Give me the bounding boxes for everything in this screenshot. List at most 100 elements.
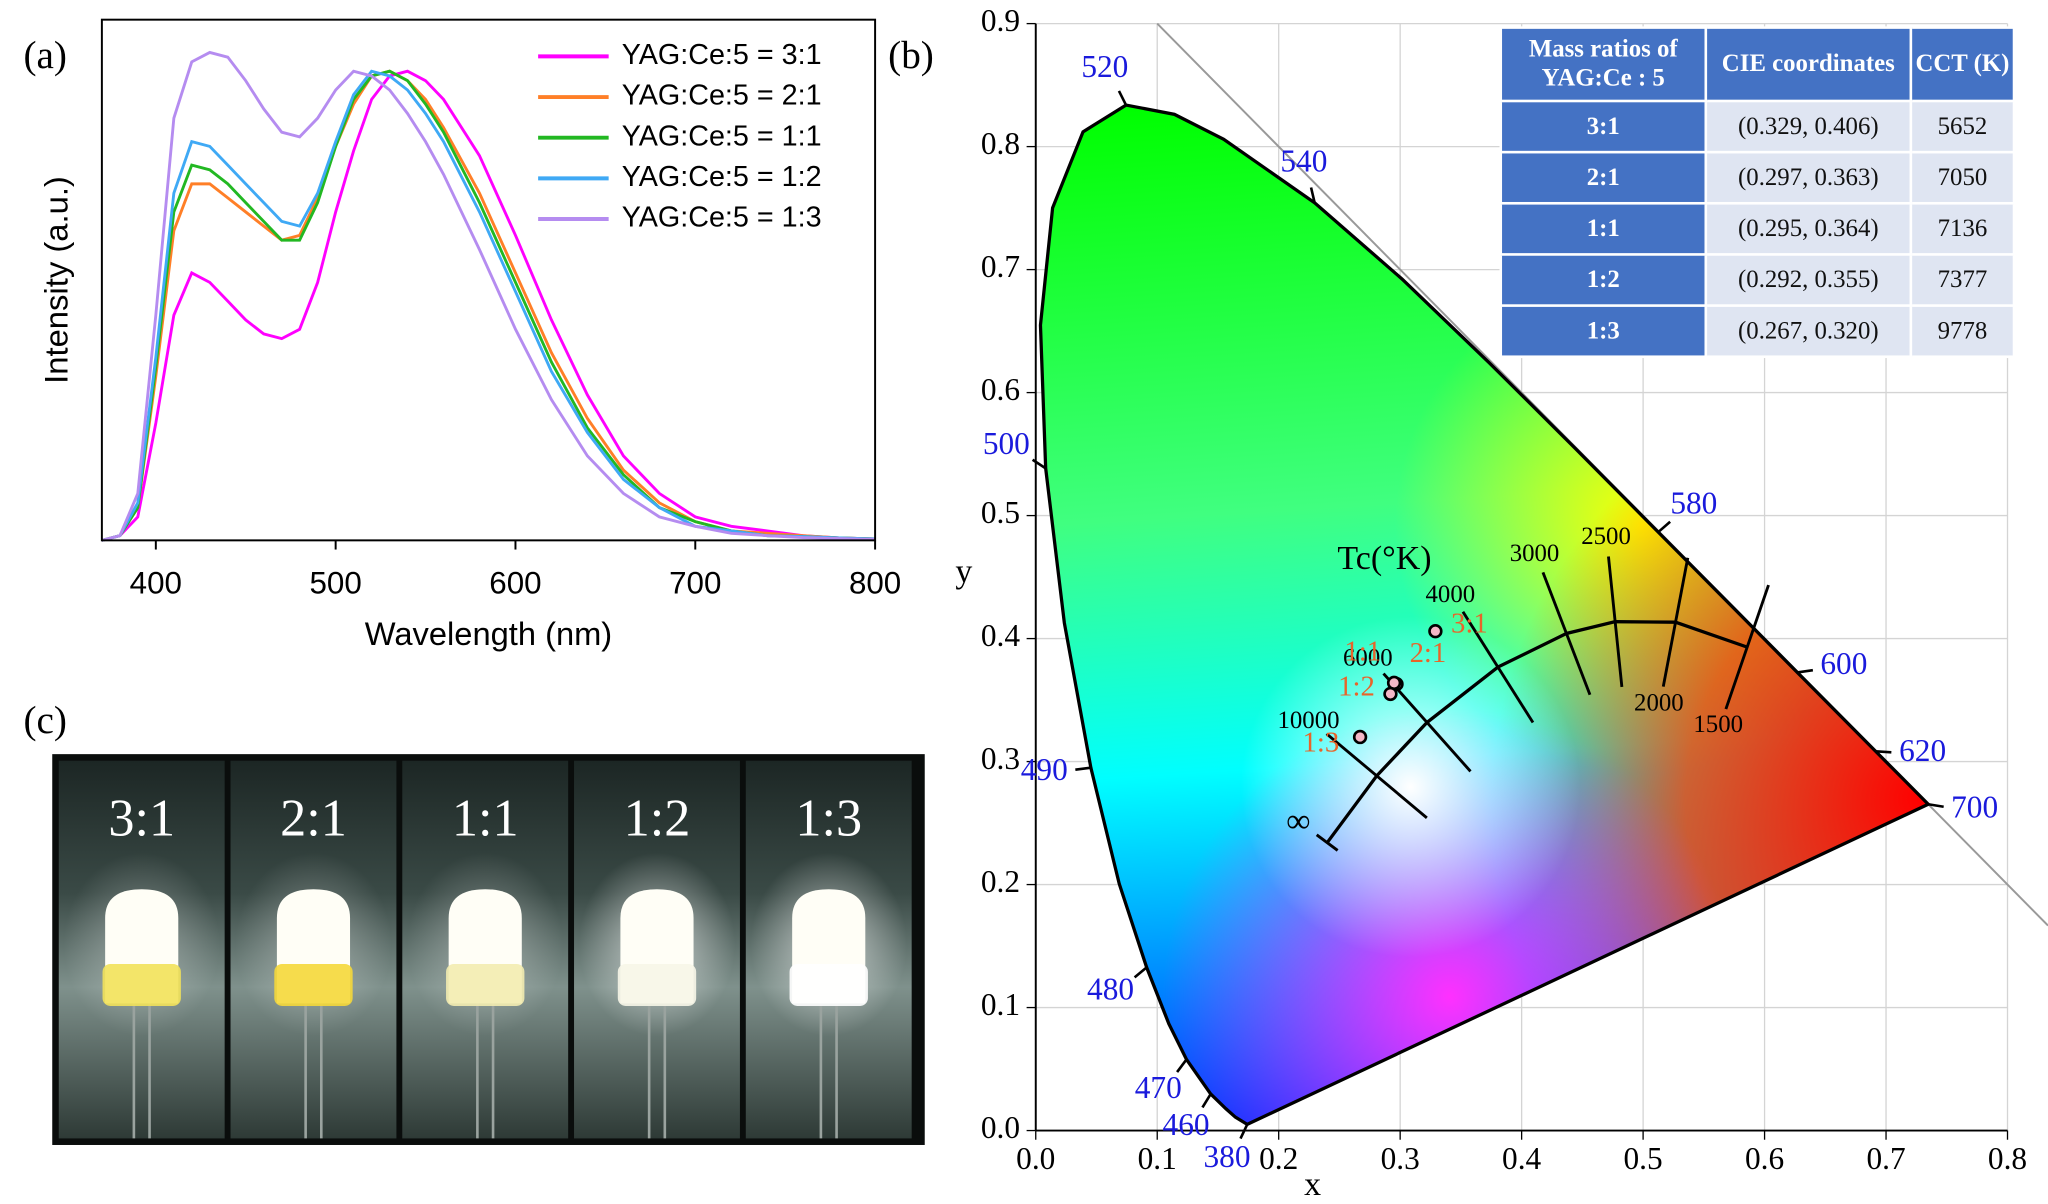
x-tick-label: 400 [130, 565, 182, 600]
led-base [446, 963, 525, 1006]
isotherm [1461, 610, 1535, 724]
y-tick-label: 0.2 [981, 864, 1020, 899]
wavelength-label: 580 [1670, 485, 1717, 520]
cie-table: Mass ratios of YAG:Ce : 5 CIE coordinate… [1499, 26, 2016, 359]
table-cell: (0.292, 0.355) [1704, 253, 1913, 307]
point-label: 1:3 [1303, 726, 1340, 758]
y-tick-label: 0.4 [981, 618, 1020, 653]
locus-tick [1201, 1093, 1212, 1109]
planckian-locus [1325, 620, 1748, 844]
x-tick-label: 500 [309, 565, 361, 600]
table-cell: (0.295, 0.364) [1704, 201, 1913, 256]
cct-label: 2500 [1581, 523, 1631, 550]
cct-label: 2000 [1634, 689, 1684, 716]
table-header: CCT (K) [1909, 26, 2016, 103]
cie-point [1352, 729, 1368, 745]
isotherm [1541, 571, 1592, 696]
x-tick-label: 0.4 [1502, 1141, 1541, 1176]
point-label: 1:2 [1338, 670, 1375, 702]
x-tick-label: 800 [849, 565, 901, 600]
led-base [102, 963, 181, 1006]
table-cell: 7050 [1909, 150, 2016, 205]
isotherm [1661, 557, 1690, 687]
photo-label: 1:3 [795, 790, 862, 848]
y-axis-label: y [955, 553, 972, 590]
locus-tick [1075, 766, 1092, 771]
wavelength-label: 470 [1135, 1070, 1182, 1105]
locus-tick [1133, 966, 1148, 979]
isotherm [1724, 584, 1770, 710]
wavelength-label: 540 [1280, 144, 1327, 179]
spectrum-line [101, 50, 876, 542]
locus-tick [1117, 90, 1128, 106]
cie-table-holder: Mass ratios of YAG:Ce : 5 CIE coordinate… [1499, 26, 2016, 359]
locus-tick [1309, 187, 1316, 204]
locus-tick [1875, 750, 1892, 754]
wavelength-label: 620 [1899, 733, 1946, 768]
wavelength-label: 520 [1081, 49, 1128, 84]
y-tick-label: 0.6 [981, 372, 1020, 407]
table-cell: 1:1 [1499, 201, 1708, 256]
panel-label: (b) [888, 34, 934, 77]
plot-frame [100, 18, 877, 542]
spectrum-line [101, 69, 876, 542]
photo-label: 3:1 [108, 790, 175, 848]
table-cell: 9778 [1909, 304, 2016, 359]
y-tick-label: 0.5 [981, 495, 1020, 530]
cie-point [1383, 686, 1398, 702]
table-cell: (0.329, 0.406) [1704, 99, 1913, 154]
wavelength-label: 380 [1204, 1139, 1251, 1174]
locus-tick [1176, 1058, 1188, 1073]
table-cell: 3:1 [1499, 99, 1708, 154]
table-cell: (0.267, 0.320) [1704, 304, 1913, 359]
y-tick-label: 0.3 [981, 741, 1020, 776]
cct-label: 4000 [1426, 581, 1476, 608]
photo-label: 2:1 [280, 790, 347, 848]
point-label: 1:1 [1344, 636, 1381, 668]
wavelength-label: 700 [1951, 790, 1998, 825]
table-cell: 5652 [1909, 99, 2016, 154]
locus-tick [1657, 520, 1671, 534]
x-tick-label: 0.1 [1138, 1141, 1177, 1176]
isotherm [1315, 833, 1339, 852]
x-tick-label: 0.5 [1624, 1141, 1663, 1176]
wavelength-label: 500 [983, 426, 1030, 461]
x-tick-label: 0.3 [1381, 1141, 1420, 1176]
x-tick-label: 0.7 [1866, 1141, 1905, 1176]
legend-label: YAG:Ce:5 = 1:2 [622, 161, 822, 193]
locus-tick [1927, 802, 1944, 809]
x-tick-label: 0.6 [1745, 1141, 1784, 1176]
table-header: Mass ratios of YAG:Ce : 5 [1499, 26, 1708, 103]
photo-label: 1:1 [452, 790, 519, 848]
spectrum-line [101, 69, 876, 542]
table-cell: 1:3 [1499, 304, 1708, 359]
table-cell: (0.297, 0.363) [1704, 150, 1913, 205]
cie-point [1428, 623, 1443, 639]
locus-tick [1031, 458, 1047, 470]
x-tick-label: 0.8 [1988, 1141, 2027, 1176]
y-tick-label: 0.8 [981, 126, 1020, 161]
cct-title: Tc(°K) [1337, 540, 1431, 577]
locus-tick [1239, 1123, 1249, 1140]
wavelength-label: 480 [1087, 972, 1134, 1007]
x-axis-label: x [1304, 1166, 1321, 1203]
x-tick-label: 700 [669, 565, 721, 600]
isotherm [1325, 732, 1428, 819]
legend-label: YAG:Ce:5 = 3:1 [622, 39, 822, 71]
y-tick-label: 0.1 [981, 987, 1020, 1022]
table-cell: 7136 [1909, 201, 2016, 256]
point-label: 3:1 [1451, 608, 1488, 640]
wavelength-label: 460 [1163, 1107, 1210, 1142]
wavelength-label: 490 [1021, 752, 1068, 787]
x-tick-label: 600 [489, 565, 541, 600]
cct-label: 3000 [1510, 540, 1560, 567]
panel-label: (c) [24, 699, 67, 742]
point-label: 2:1 [1410, 637, 1447, 669]
locus-tick [1797, 668, 1814, 674]
photo-label: 1:2 [624, 790, 691, 848]
y-tick-label: 0.7 [981, 249, 1020, 284]
legend-label: YAG:Ce:5 = 1:3 [622, 202, 822, 234]
cct-label: 6000 [1343, 645, 1393, 672]
table-cell: 7377 [1909, 253, 2016, 307]
